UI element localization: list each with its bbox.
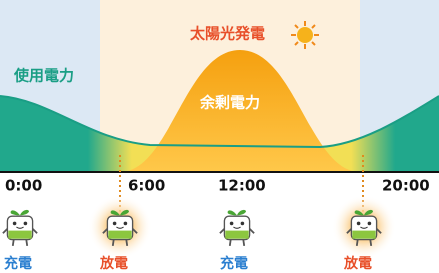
usage-label: 使用電力 — [13, 67, 74, 85]
mode-label: 充電 — [4, 255, 32, 272]
solar-label: 太陽光発電 — [190, 25, 265, 43]
time-label: 12:00 — [218, 177, 266, 195]
sun-icon — [291, 21, 319, 49]
mode-label: 充電 — [220, 255, 248, 272]
time-label: 6:00 — [128, 177, 165, 195]
diagram: 太陽光発電 使用電力 余剰電力 0:00 6:00 12:00 20:00 充電… — [0, 0, 439, 273]
time-label: 0:00 — [5, 177, 42, 195]
mode-label: 放電 — [343, 255, 372, 272]
surplus-label: 余剰電力 — [199, 94, 260, 112]
mode-label: 放電 — [99, 255, 128, 272]
time-label: 20:00 — [382, 177, 430, 195]
character — [220, 210, 254, 246]
character — [3, 210, 37, 246]
